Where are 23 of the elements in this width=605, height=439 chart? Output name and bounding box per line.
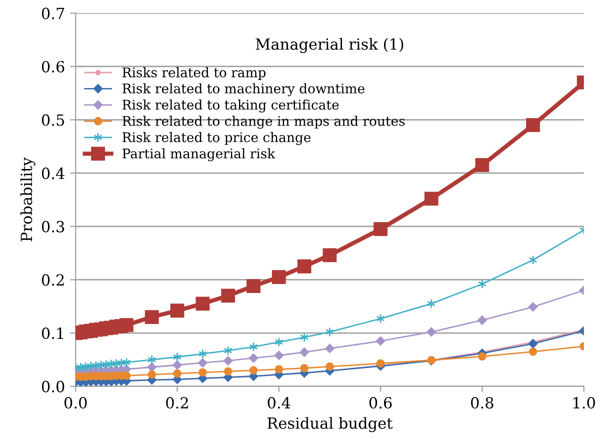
y-tick-label: 0.7 — [42, 8, 64, 20]
y-tick-label: 0.4 — [42, 168, 64, 180]
legend-label: Risk related to change in maps and routes — [122, 116, 405, 129]
legend-label: Risk related to price change — [122, 132, 311, 145]
y-axis-title: Probability — [20, 157, 36, 242]
x-tick-label: 0.8 — [471, 397, 494, 409]
x-tick-label: 0.4 — [268, 397, 290, 409]
text: Managerial risk (1) — [256, 38, 404, 54]
legend-label: Risk related to taking certificate — [122, 100, 339, 112]
x-tick-label: 1.0 — [574, 397, 595, 409]
x-tick-label: 0.0 — [64, 397, 87, 409]
y-tick-label: 0.0 — [42, 380, 64, 392]
y-tick-label: 0.3 — [42, 220, 64, 232]
y-tick-label: 0.2 — [42, 274, 64, 286]
legend-label: Risk related to machinery downtime — [122, 83, 364, 96]
x-tick-label: 0.2 — [166, 397, 188, 409]
x-axis-title: Residual budget — [268, 417, 393, 432]
legend-label: Partial managerial risk — [122, 148, 276, 162]
legend-label: Risks related to ramp — [122, 67, 266, 80]
y-tick-label: 0.1 — [42, 327, 64, 340]
x-tick-label: 0.6 — [369, 397, 392, 409]
y-tick-label: 0.5 — [42, 114, 64, 126]
y-tick-label: 0.6 — [42, 60, 64, 72]
